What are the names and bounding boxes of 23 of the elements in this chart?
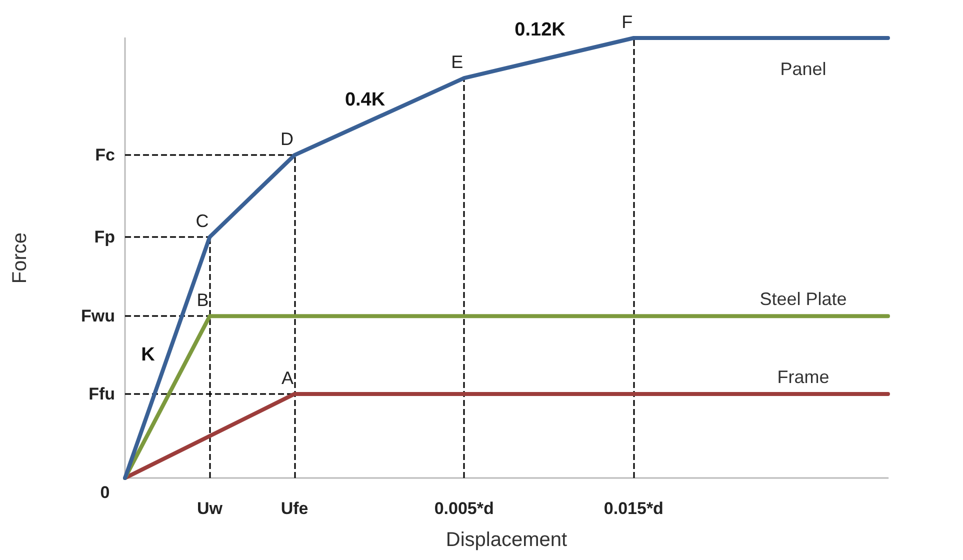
x-tick-label: Ufe xyxy=(280,499,308,518)
annotation: A xyxy=(282,368,294,388)
ref-line-label: Fc xyxy=(95,146,115,165)
annotation: F xyxy=(622,12,633,32)
annotation: C xyxy=(196,210,209,231)
x-tick-label: 0 xyxy=(100,483,110,502)
annotation: D xyxy=(280,129,294,150)
x-axis-title: Displacement xyxy=(446,529,568,551)
y-axis-title: Force xyxy=(9,232,31,284)
ref-line-label: Fwu xyxy=(81,306,115,326)
ref-line-label: Ffu xyxy=(88,384,115,404)
annotation: K xyxy=(141,344,156,366)
annotation: B xyxy=(196,290,209,310)
x-tick-label: 0.005*d xyxy=(434,499,494,518)
x-tick-label: 0.015*d xyxy=(604,499,664,518)
annotation: 0.12K xyxy=(514,20,566,40)
series-label: Frame xyxy=(777,366,830,387)
ref-line-label: Fp xyxy=(94,227,115,246)
annotation: 0.4K xyxy=(344,90,386,110)
series-label: Panel xyxy=(780,59,826,79)
annotation: E xyxy=(451,52,464,72)
series-label: Steel Plate xyxy=(760,289,847,310)
x-tick-label: Uw xyxy=(197,499,224,518)
